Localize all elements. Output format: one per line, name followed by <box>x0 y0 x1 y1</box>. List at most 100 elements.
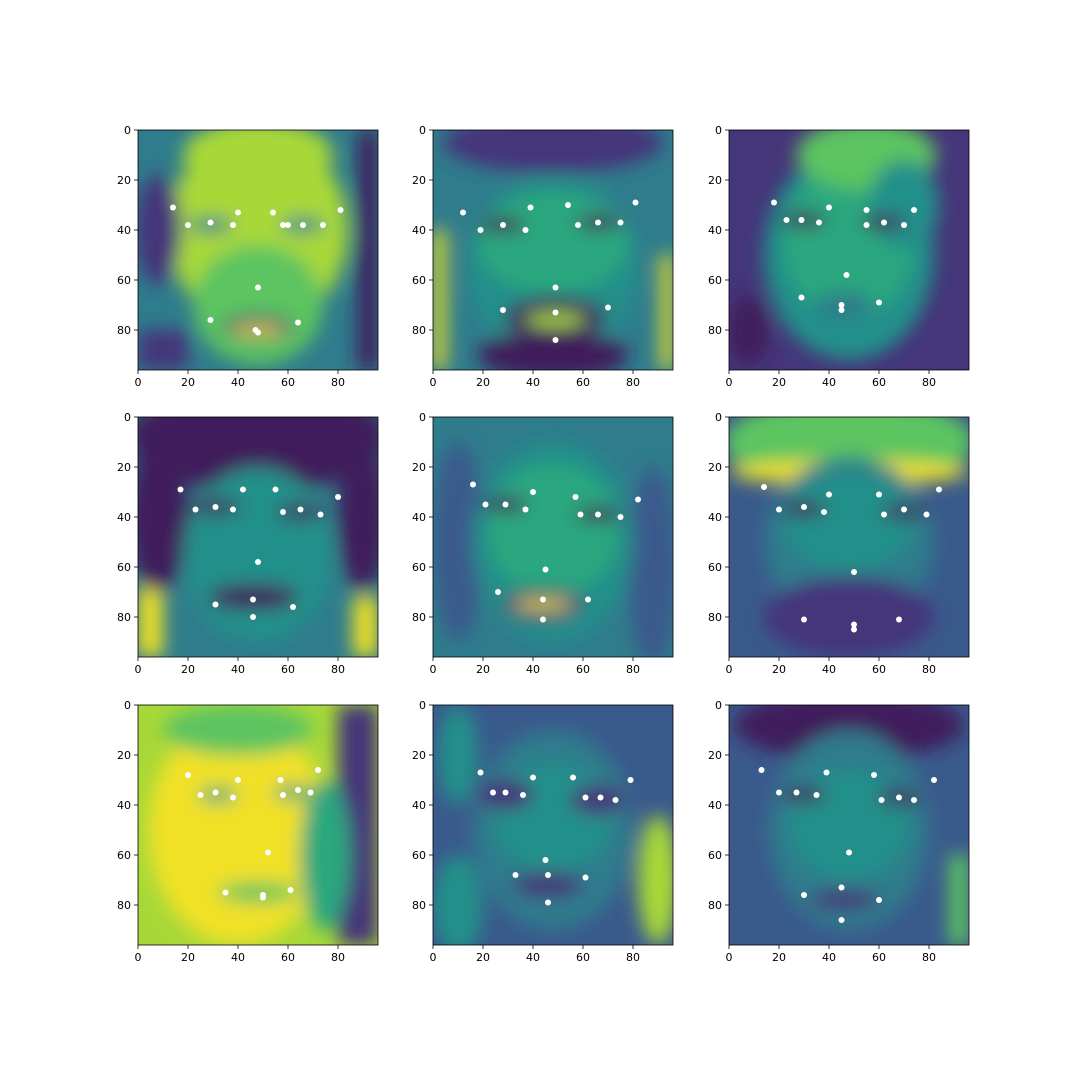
face-image <box>433 705 673 945</box>
axes-frame <box>432 704 674 946</box>
keypoint-marker <box>758 767 765 773</box>
keypoint-marker <box>627 777 634 783</box>
y-tick-label: 0 <box>124 411 131 424</box>
keypoint-marker <box>838 302 845 308</box>
keypoint-marker <box>265 849 271 856</box>
y-tick-label: 60 <box>412 561 426 574</box>
face-panel: 0 20 40 60 80 0 20 40 60 80 <box>117 411 379 676</box>
keypoint-marker <box>277 777 284 783</box>
keypoint-marker <box>250 596 256 603</box>
x-tick-label: 40 <box>231 951 245 964</box>
y-tick-label: 80 <box>412 899 426 912</box>
keypoint-marker <box>876 299 882 306</box>
y-tick-label: 20 <box>708 174 722 187</box>
keypoint-marker <box>881 511 887 518</box>
keypoint-marker <box>585 596 591 603</box>
keypoint-marker <box>801 504 807 510</box>
x-tick-label: 80 <box>922 663 936 676</box>
x-tick-label: 60 <box>576 376 590 389</box>
x-tick-label: 0 <box>726 663 733 676</box>
y-tick-label: 60 <box>708 274 722 287</box>
keypoint-marker <box>250 614 256 620</box>
keypoint-marker <box>612 797 619 803</box>
x-tick-label: 20 <box>772 376 786 389</box>
face-image <box>138 130 378 370</box>
x-tick-label: 0 <box>135 663 142 676</box>
x-tick-label: 40 <box>231 663 245 676</box>
keypoint-marker <box>776 506 782 513</box>
x-tick-label: 20 <box>476 376 490 389</box>
y-tick-label: 20 <box>412 749 426 762</box>
x-tick-label: 0 <box>726 951 733 964</box>
keypoint-marker <box>851 569 857 575</box>
y-tick-label: 40 <box>412 224 426 237</box>
keypoint-marker <box>522 227 529 233</box>
keypoint-marker <box>851 626 857 633</box>
keypoint-marker <box>816 219 822 226</box>
keypoint-marker <box>335 494 341 500</box>
x-tick-label: 60 <box>872 663 886 676</box>
keypoint-marker <box>192 506 199 513</box>
keypoint-marker <box>490 789 496 796</box>
keypoint-marker <box>512 872 519 878</box>
y-tick-label: 60 <box>117 561 131 574</box>
y-tick-label: 0 <box>419 124 426 137</box>
face-image <box>138 417 378 657</box>
keypoint-marker <box>826 491 832 498</box>
keypoint-marker <box>317 511 324 518</box>
keypoint-marker <box>280 509 286 515</box>
axes-frame <box>137 704 379 946</box>
keypoint-marker <box>230 222 236 228</box>
keypoint-marker <box>212 504 219 510</box>
axes-frame <box>728 416 970 658</box>
keypoint-marker <box>851 621 857 628</box>
keypoint-marker <box>617 514 624 520</box>
keypoint-marker <box>565 202 571 208</box>
x-tick-label: 0 <box>726 376 733 389</box>
keypoint-marker <box>315 767 321 773</box>
keypoint-marker <box>863 207 870 213</box>
keypoint-marker <box>552 309 559 316</box>
x-tick-label: 0 <box>135 951 142 964</box>
keypoint-marker <box>876 491 882 498</box>
keypoint-marker <box>635 496 641 503</box>
x-tick-label: 20 <box>181 663 195 676</box>
y-tick-label: 60 <box>708 849 722 862</box>
keypoint-marker <box>530 774 536 781</box>
keypoint-marker <box>901 506 907 513</box>
keypoint-marker <box>783 217 790 223</box>
axes-frame <box>728 704 970 946</box>
keypoint-marker <box>502 501 509 508</box>
x-tick-label: 0 <box>430 663 437 676</box>
keypoint-marker <box>222 889 229 896</box>
keypoint-marker <box>761 484 767 490</box>
y-tick-label: 60 <box>117 849 131 862</box>
y-tick-label: 80 <box>412 324 426 337</box>
y-tick-label: 20 <box>708 461 722 474</box>
x-tick-label: 80 <box>626 376 640 389</box>
y-tick-label: 0 <box>419 699 426 712</box>
keypoint-marker <box>632 199 639 206</box>
keypoint-marker <box>896 794 902 801</box>
keypoint-marker <box>520 792 526 798</box>
face-panel: 0 20 40 60 80 0 20 40 60 80 <box>708 124 970 389</box>
x-tick-label: 60 <box>576 951 590 964</box>
keypoint-marker <box>901 222 907 228</box>
keypoint-marker <box>881 219 887 226</box>
keypoint-marker <box>500 307 506 313</box>
x-tick-label: 80 <box>331 951 345 964</box>
y-tick-label: 80 <box>708 899 722 912</box>
keypoint-marker <box>771 199 777 206</box>
keypoint-marker <box>495 589 501 595</box>
keypoint-marker <box>776 789 782 796</box>
x-tick-label: 40 <box>822 663 836 676</box>
keypoint-marker <box>300 222 306 228</box>
keypoint-marker <box>846 849 852 856</box>
face-panel: 0 20 40 60 80 0 20 40 60 80 <box>117 124 379 389</box>
keypoint-marker <box>240 486 246 493</box>
x-tick-label: 80 <box>331 663 345 676</box>
keypoint-marker <box>545 872 551 878</box>
y-tick-label: 40 <box>708 799 722 812</box>
x-tick-label: 80 <box>626 951 640 964</box>
keypoint-marker <box>911 797 917 803</box>
